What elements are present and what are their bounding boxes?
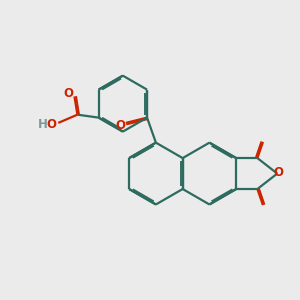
Text: O: O [274,167,284,179]
Text: O: O [47,118,57,131]
Text: H: H [38,118,48,131]
Text: O: O [63,87,73,100]
Text: O: O [116,119,126,132]
